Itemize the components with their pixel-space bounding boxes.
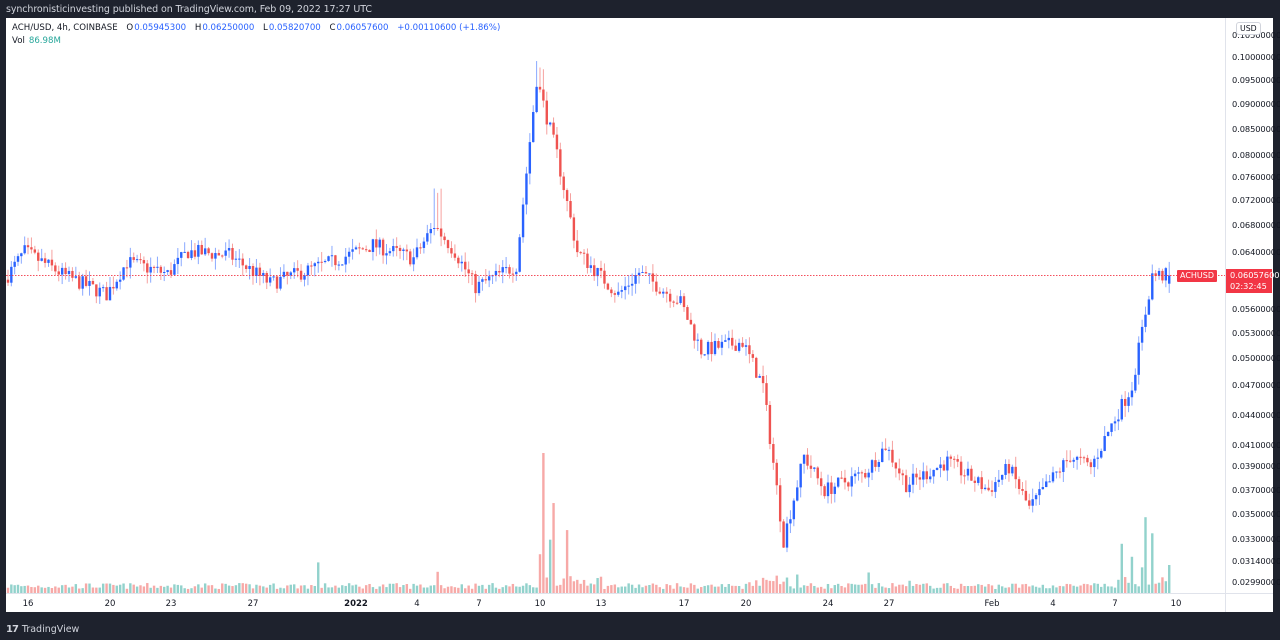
candles	[6, 61, 1171, 553]
price-axis-label: 0.02990000	[1232, 577, 1280, 587]
time-axis-label: 13	[595, 599, 607, 609]
time-axis-label: 16	[22, 599, 34, 609]
time-axis-divider	[6, 593, 1273, 594]
price-axis-label: 0.08500000	[1232, 124, 1280, 134]
price-axis-label: 0.09500000	[1232, 75, 1280, 85]
price-axis-label: 0.10000000	[1232, 52, 1280, 62]
price-axis-label: 0.04700000	[1232, 380, 1280, 390]
time-axis-label: 4	[414, 599, 420, 609]
open-label: O	[126, 23, 134, 33]
time-axis-label: 10	[1170, 599, 1182, 609]
price-axis-label: 0.04100000	[1232, 440, 1280, 450]
price-axis-label: 0.10500000	[1232, 30, 1280, 40]
symbol-price-tag: ACHUSD	[1177, 270, 1218, 282]
ohlc-row: ACH/USD, 4h, COINBASE O0.05945300 H0.062…	[12, 22, 500, 35]
open-value: 0.05945300	[134, 23, 187, 33]
change-value: +0.00110600 (+1.86%)	[397, 23, 501, 33]
tradingview-brand[interactable]: TradingView	[21, 623, 80, 635]
low-label: L	[263, 23, 268, 33]
volume-bars	[6, 453, 1171, 593]
currency-badge[interactable]: USD	[1236, 22, 1261, 35]
high-label: H	[194, 23, 202, 33]
close-value: 0.06057600	[336, 23, 389, 33]
volume-row: Vol 86.98M	[12, 35, 500, 48]
tradingview-logo-icon[interactable]: 17	[6, 623, 19, 635]
price-axis-label: 0.06800000	[1232, 220, 1280, 230]
time-axis-label: 24	[822, 599, 834, 609]
price-axis-label: 0.03500000	[1232, 509, 1280, 519]
time-axis-label: 2022	[344, 599, 368, 609]
price-axis-label: 0.07200000	[1232, 195, 1280, 205]
time-axis-label: 4	[1050, 599, 1056, 609]
price-axis-label: 0.05300000	[1232, 328, 1280, 338]
price-axis-label: 0.05600000	[1232, 304, 1280, 314]
volume-label[interactable]: Vol	[12, 36, 25, 46]
price-axis-label: 0.03900000	[1232, 461, 1280, 471]
time-axis-label: 7	[476, 599, 482, 609]
current-price: 0.06057600	[1230, 270, 1280, 280]
bar-countdown: 02:32:45	[1230, 281, 1267, 291]
low-value: 0.05820700	[268, 23, 321, 33]
price-axis-label: 0.04400000	[1232, 410, 1280, 420]
symbol-label[interactable]: ACH/USD, 4h, COINBASE	[12, 23, 118, 33]
price-axis-label: 0.03300000	[1232, 534, 1280, 544]
price-axis-label: 0.03700000	[1232, 485, 1280, 495]
chart-panel[interactable]	[6, 18, 1273, 612]
price-axis-label: 0.08000000	[1232, 150, 1280, 160]
current-price-tag: 0.06057600 02:32:45	[1226, 269, 1280, 293]
time-axis-label: 20	[740, 599, 752, 609]
price-axis-label: 0.05000000	[1232, 353, 1280, 363]
time-axis-label: Feb	[984, 599, 1000, 609]
time-axis-label: 27	[247, 599, 259, 609]
price-axis-label: 0.07600000	[1232, 172, 1280, 182]
publisher-line: synchronisticinvesting published on Trad…	[6, 4, 372, 15]
chart-legend: ACH/USD, 4h, COINBASE O0.05945300 H0.062…	[12, 22, 500, 48]
time-axis-label: 27	[883, 599, 895, 609]
price-axis-label: 0.06400000	[1232, 247, 1280, 257]
price-axis-label: 0.03140000	[1232, 556, 1280, 566]
high-value: 0.06250000	[202, 23, 255, 33]
time-axis-label: 23	[165, 599, 177, 609]
time-axis-label: 20	[104, 599, 116, 609]
price-axis-divider	[1225, 18, 1226, 612]
price-axis-label: 0.09000000	[1232, 99, 1280, 109]
time-axis-label: 10	[534, 599, 546, 609]
time-axis-label: 17	[678, 599, 690, 609]
time-axis-label: 7	[1112, 599, 1118, 609]
footer: 17 TradingView	[6, 621, 79, 637]
close-label: C	[329, 23, 336, 33]
volume-value: 86.98M	[28, 36, 61, 46]
